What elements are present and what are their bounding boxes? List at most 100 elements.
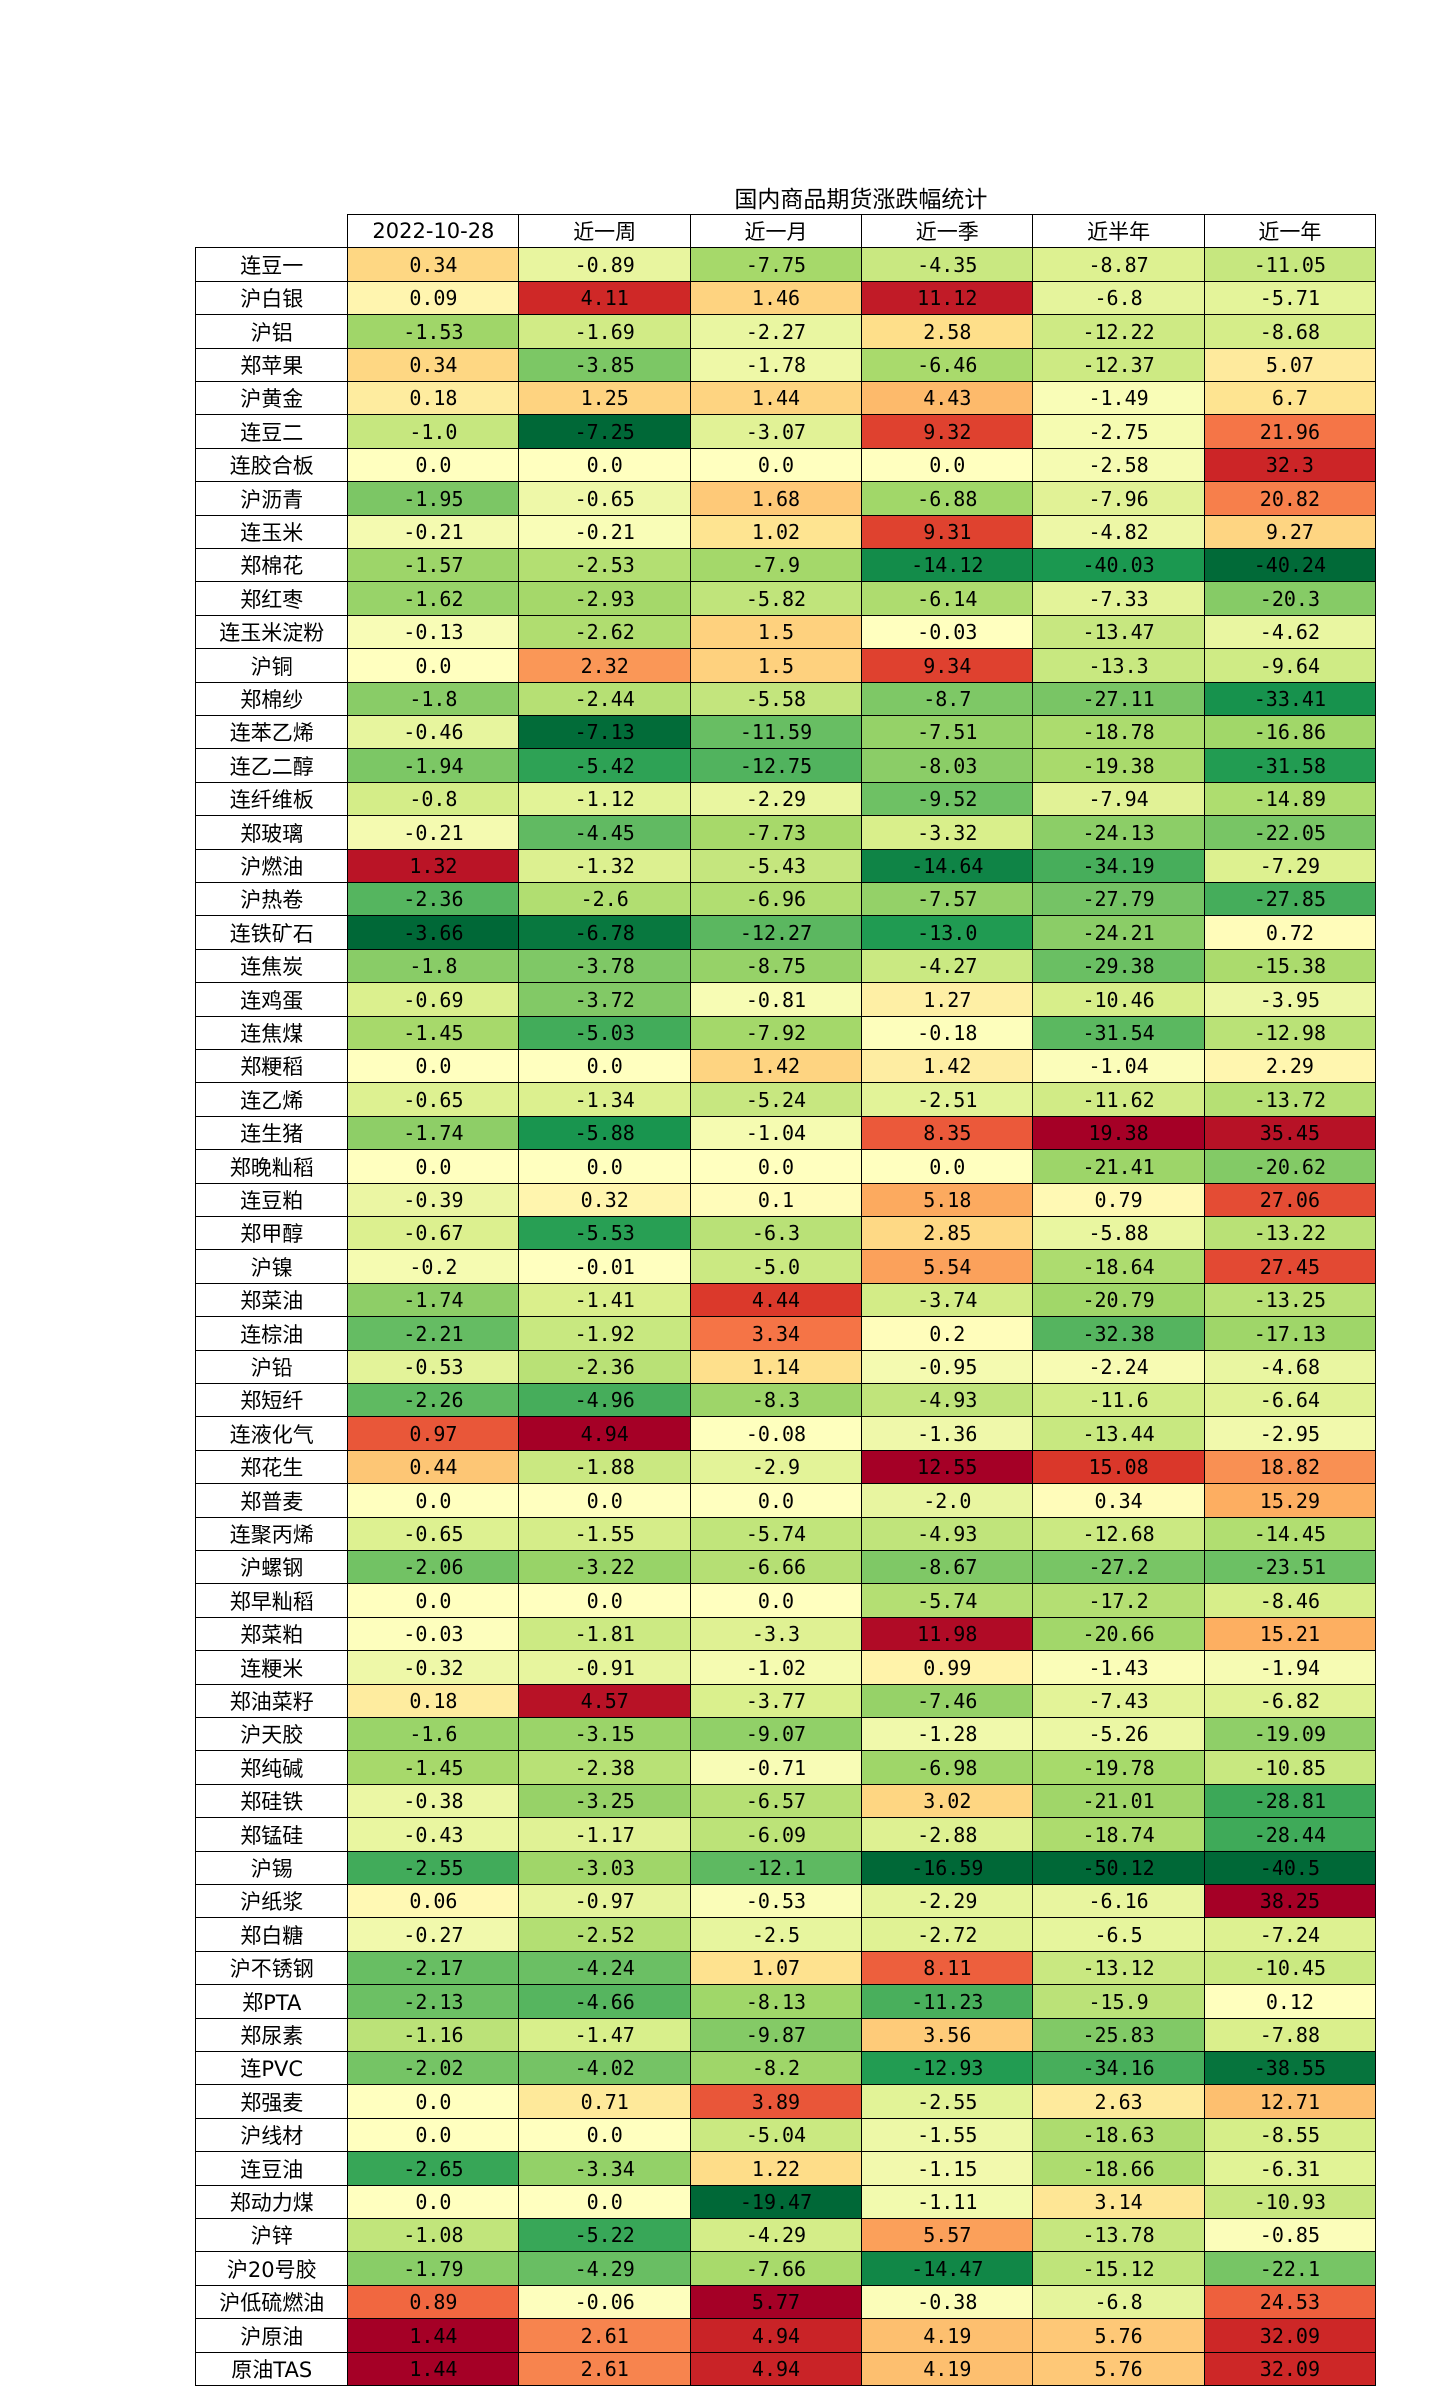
data-cell: -0.53 (689, 1884, 863, 1919)
data-cell: -25.83 (1032, 2017, 1205, 2053)
data-cell: -19.78 (1032, 1750, 1205, 1786)
data-cell: -4.82 (1032, 514, 1205, 550)
data-cell: 0.0 (518, 1049, 692, 1084)
data-cell: -15.12 (1032, 2251, 1205, 2287)
data-cell: -3.74 (860, 1282, 1034, 1318)
row-label: 郑菜粕 (195, 1616, 349, 1652)
data-cell: -2.62 (518, 614, 692, 650)
data-cell: -0.21 (518, 514, 692, 550)
row-label: 沪白银 (195, 280, 349, 316)
row-label: 沪燃油 (195, 848, 349, 884)
data-cell: -31.54 (1032, 1015, 1205, 1051)
data-cell: -2.6 (518, 882, 692, 917)
data-cell: 0.0 (347, 1149, 520, 1185)
row-label: 沪纸浆 (195, 1884, 349, 1919)
data-cell: -22.1 (1203, 2251, 1377, 2287)
data-cell: -29.38 (1032, 948, 1205, 984)
data-cell: -0.43 (347, 1817, 520, 1853)
data-cell: -27.11 (1032, 681, 1205, 717)
data-cell: -18.63 (1032, 2117, 1205, 2153)
data-cell: 0.0 (689, 1149, 863, 1185)
data-cell: -5.82 (689, 581, 863, 617)
data-cell: 0.79 (1032, 1182, 1205, 1218)
data-cell: 0.71 (518, 2084, 692, 2120)
data-cell: -3.07 (689, 414, 863, 450)
data-cell: 15.29 (1203, 1483, 1377, 1519)
data-cell: -14.47 (860, 2251, 1034, 2287)
row-label: 郑苹果 (195, 347, 349, 383)
data-cell: -3.03 (518, 1850, 692, 1886)
row-label: 沪螺钢 (195, 1550, 349, 1585)
row-label: 连生猪 (195, 1115, 349, 1151)
data-cell: -3.34 (518, 2151, 692, 2187)
data-cell: 38.25 (1203, 1884, 1377, 1919)
data-cell: -12.93 (860, 2051, 1034, 2086)
data-cell: -13.72 (1203, 1082, 1377, 1118)
data-cell: -1.8 (347, 681, 520, 717)
data-cell: -3.72 (518, 982, 692, 1018)
data-cell: 3.34 (689, 1316, 863, 1352)
column-header: 近半年 (1032, 214, 1205, 249)
data-cell: -16.59 (860, 1850, 1034, 1886)
row-label: 郑普麦 (195, 1483, 349, 1519)
data-cell: 1.27 (860, 982, 1034, 1018)
data-cell: -5.04 (689, 2117, 863, 2153)
data-cell: -11.6 (1032, 1383, 1205, 1418)
data-cell: 0.18 (347, 1683, 520, 1719)
data-cell: 0.97 (347, 1416, 520, 1452)
data-cell: -1.32 (518, 848, 692, 884)
data-cell: -4.27 (860, 948, 1034, 984)
data-cell: 8.11 (860, 1950, 1034, 1986)
data-cell: -2.75 (1032, 414, 1205, 450)
data-cell: -12.75 (689, 748, 863, 784)
data-cell: -3.77 (689, 1683, 863, 1719)
row-label: 连豆一 (195, 247, 349, 283)
data-cell: -7.57 (860, 882, 1034, 917)
row-label: 连豆粕 (195, 1182, 349, 1218)
row-label: 连铁矿石 (195, 915, 349, 951)
data-cell: -6.57 (689, 1783, 863, 1819)
data-cell: 0.0 (518, 1149, 692, 1185)
data-cell: -27.79 (1032, 882, 1205, 917)
data-cell: -13.25 (1203, 1282, 1377, 1318)
row-label: 连玉米 (195, 514, 349, 550)
data-cell: -2.93 (518, 581, 692, 617)
data-cell: 0.0 (347, 2184, 520, 2220)
data-cell: 3.56 (860, 2017, 1034, 2053)
data-cell: -0.38 (347, 1783, 520, 1819)
data-cell: -7.46 (860, 1683, 1034, 1719)
data-cell: -7.94 (1032, 781, 1205, 817)
data-cell: 1.68 (689, 481, 863, 517)
data-cell: -12.37 (1032, 347, 1205, 383)
data-cell: -4.93 (860, 1516, 1034, 1552)
data-cell: 4.43 (860, 381, 1034, 416)
data-cell: 2.63 (1032, 2084, 1205, 2120)
data-cell: -5.88 (1032, 1216, 1205, 1251)
data-cell: -27.2 (1032, 1550, 1205, 1585)
data-cell: 5.76 (1032, 2351, 1205, 2387)
data-cell: -6.46 (860, 347, 1034, 383)
data-cell: -9.52 (860, 781, 1034, 817)
data-cell: 2.58 (860, 314, 1034, 350)
row-label: 郑晚籼稻 (195, 1149, 349, 1185)
row-label: 沪20号胶 (195, 2251, 349, 2287)
data-cell: -1.81 (518, 1616, 692, 1652)
data-cell: -2.53 (518, 548, 692, 583)
row-label: 沪原油 (195, 2318, 349, 2354)
data-cell: -5.24 (689, 1082, 863, 1118)
data-cell: -10.46 (1032, 982, 1205, 1018)
data-cell: 0.32 (518, 1182, 692, 1218)
data-cell: -24.21 (1032, 915, 1205, 951)
data-cell: -2.21 (347, 1316, 520, 1352)
data-cell: 1.14 (689, 1349, 863, 1385)
data-cell: -11.59 (689, 715, 863, 750)
data-cell: -0.81 (689, 982, 863, 1018)
data-cell: -40.5 (1203, 1850, 1377, 1886)
data-cell: -13.0 (860, 915, 1034, 951)
row-label: 郑油菜籽 (195, 1683, 349, 1719)
row-label: 郑锰硅 (195, 1817, 349, 1853)
data-cell: -1.04 (1032, 1049, 1205, 1084)
data-cell: -7.66 (689, 2251, 863, 2287)
data-cell: 1.42 (689, 1049, 863, 1084)
data-cell: -1.16 (347, 2017, 520, 2053)
